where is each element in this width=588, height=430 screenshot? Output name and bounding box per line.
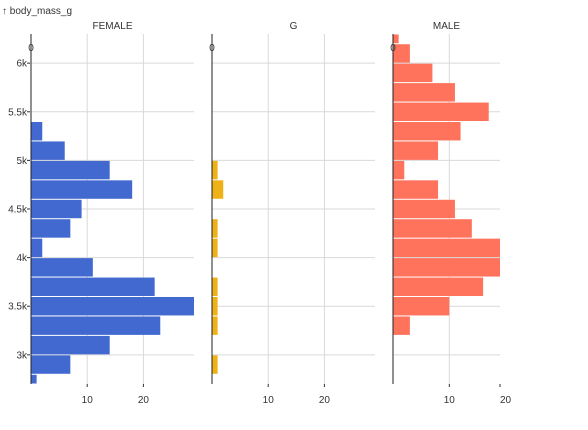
facet-label: G — [290, 21, 298, 32]
histogram-bar — [31, 316, 161, 335]
histogram-bar — [393, 199, 455, 219]
histogram-bar — [212, 277, 218, 296]
y-tick-label: 3k — [16, 350, 28, 361]
histogram-bar — [31, 258, 93, 277]
x-bottom-tick-label: 20 — [138, 395, 150, 406]
y-axis-label: ↑ body_mass_g — [2, 6, 72, 17]
y-tick-label: 4.5k — [8, 205, 28, 216]
y-tick-label: 5k — [16, 156, 28, 167]
y-axis: 3k 3.5k 4k 4.5k 5k 5.5k 6k — [8, 59, 30, 361]
histogram-bar — [393, 83, 455, 102]
histogram-bar — [393, 238, 500, 258]
x-bottom-tick-label: 10 — [82, 395, 94, 406]
histogram-bar — [212, 355, 218, 374]
facets: FEMALE 0 10 20 G 0 10 20 MALE 0 10 20 — [28, 21, 511, 406]
x-bottom-tick-label: 20 — [319, 395, 331, 406]
histogram-bar — [31, 238, 43, 258]
histogram-bar — [31, 199, 82, 219]
facet-g: G 0 10 20 — [209, 21, 375, 406]
histogram-bar — [393, 102, 489, 121]
histogram-bar — [31, 297, 194, 316]
histogram-bar — [212, 297, 218, 316]
histogram-bar — [393, 141, 439, 160]
facet-label: MALE — [433, 21, 461, 32]
facet-male: MALE 0 10 20 — [390, 21, 511, 406]
histogram-bar — [212, 238, 218, 258]
histogram-bar — [31, 160, 110, 180]
histogram-bar — [393, 122, 461, 141]
histogram-bar — [393, 277, 484, 296]
x-bottom-tick-label: 10 — [263, 395, 275, 406]
histogram-bar — [393, 63, 433, 83]
x-bottom-tick-label: 20 — [500, 395, 512, 406]
histogram-bar — [31, 219, 71, 238]
histogram-bar — [212, 160, 218, 180]
histogram-bar — [393, 34, 399, 44]
histogram-bar — [393, 44, 410, 63]
histogram-bar — [212, 316, 218, 335]
histogram-bar — [212, 180, 224, 199]
histogram-bar — [393, 219, 472, 238]
y-tick-label: 5.5k — [8, 107, 28, 118]
histogram-bar — [31, 277, 155, 296]
x-top-tick-label: 0 — [28, 43, 34, 54]
histogram-bar — [31, 355, 71, 374]
histogram-bar — [31, 141, 65, 160]
histogram-bar — [393, 258, 500, 277]
histogram-bar — [393, 297, 450, 316]
x-top-tick-label: 0 — [390, 43, 396, 54]
y-tick-label: 3.5k — [8, 302, 28, 313]
histogram-bar — [393, 180, 439, 199]
histogram-bar — [31, 374, 37, 384]
histogram-bar — [393, 160, 405, 180]
histogram-bar — [393, 316, 410, 335]
histogram-bar — [31, 335, 110, 355]
facet-female: FEMALE 0 10 20 — [28, 21, 194, 406]
x-bottom-tick-label: 10 — [444, 395, 456, 406]
histogram-bar — [31, 180, 133, 199]
y-tick-label: 4k — [16, 253, 28, 264]
facet-label: FEMALE — [92, 21, 132, 32]
y-tick-label: 6k — [16, 59, 28, 70]
x-top-tick-label: 0 — [209, 43, 215, 54]
histogram-bar — [31, 122, 43, 141]
histogram-bar — [212, 219, 218, 238]
